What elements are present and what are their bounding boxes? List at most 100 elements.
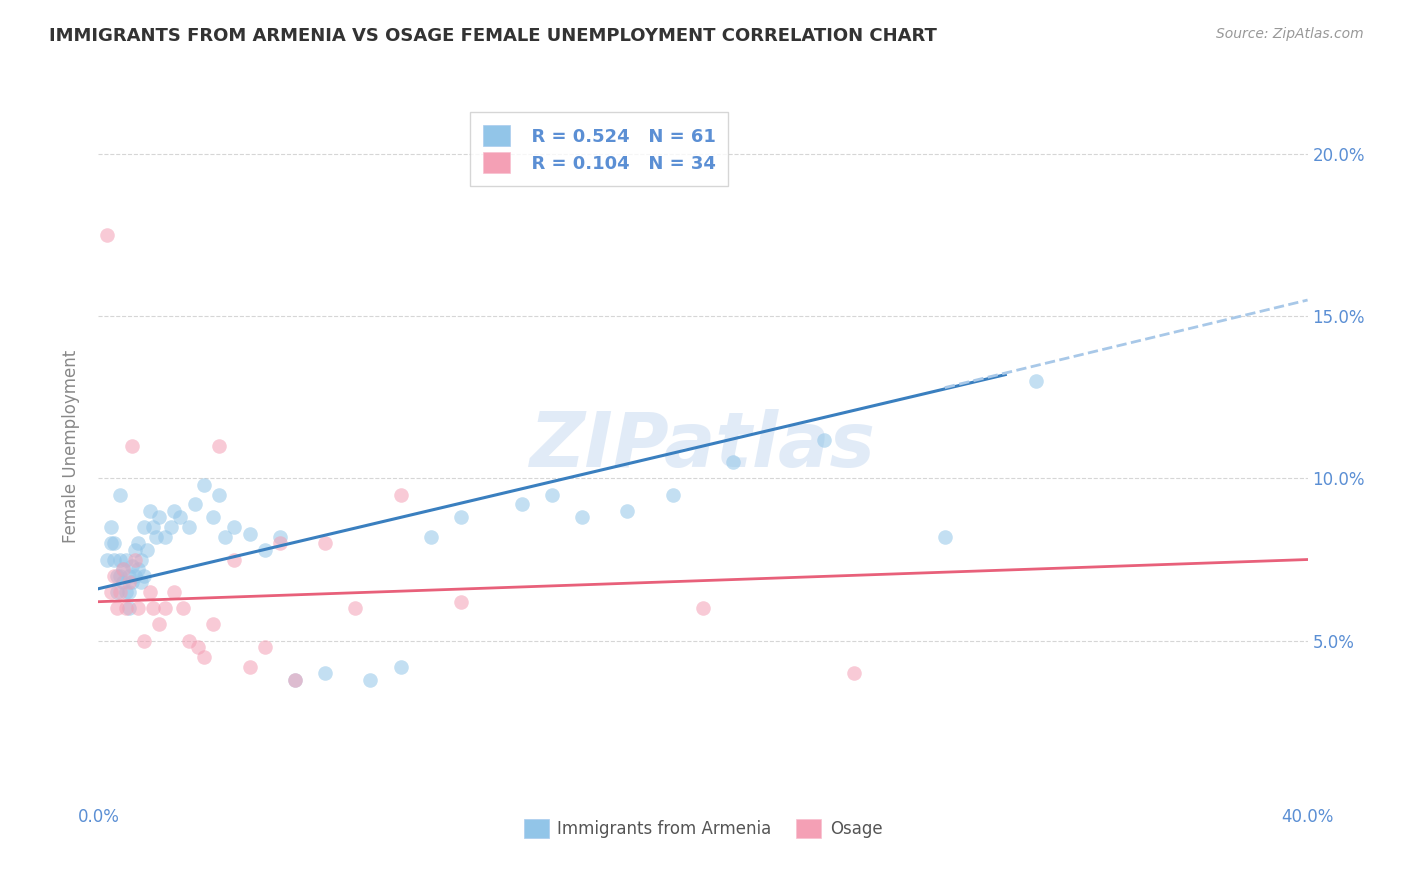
- Point: [723, 455, 745, 469]
- Point: [510, 497, 533, 511]
- Point: [105, 601, 128, 615]
- Point: [813, 433, 835, 447]
- Point: [118, 575, 141, 590]
- Point: [224, 552, 246, 566]
- Point: [121, 439, 143, 453]
- Point: [135, 542, 157, 557]
- Point: [148, 617, 170, 632]
- Point: [179, 633, 201, 648]
- Point: [187, 640, 209, 654]
- Point: [124, 542, 146, 557]
- Point: [103, 568, 125, 582]
- Point: [121, 559, 143, 574]
- Point: [153, 530, 176, 544]
- Point: [114, 585, 136, 599]
- Point: [132, 633, 155, 648]
- Point: [169, 510, 191, 524]
- Point: [284, 673, 307, 687]
- Point: [571, 510, 593, 524]
- Point: [269, 536, 291, 550]
- Point: [127, 536, 149, 550]
- Point: [253, 640, 276, 654]
- Point: [202, 617, 225, 632]
- Point: [314, 536, 336, 550]
- Point: [142, 601, 165, 615]
- Point: [105, 568, 128, 582]
- Point: [127, 562, 149, 576]
- Text: IMMIGRANTS FROM ARMENIA VS OSAGE FEMALE UNEMPLOYMENT CORRELATION CHART: IMMIGRANTS FROM ARMENIA VS OSAGE FEMALE …: [49, 27, 936, 45]
- Point: [420, 530, 443, 544]
- Text: Source: ZipAtlas.com: Source: ZipAtlas.com: [1216, 27, 1364, 41]
- Point: [114, 601, 136, 615]
- Text: ZIPatlas: ZIPatlas: [530, 409, 876, 483]
- Point: [108, 488, 131, 502]
- Point: [1024, 374, 1046, 388]
- Point: [360, 673, 382, 687]
- Point: [118, 585, 141, 599]
- Point: [389, 659, 412, 673]
- Point: [692, 601, 714, 615]
- Point: [111, 562, 134, 576]
- Point: [844, 666, 866, 681]
- Point: [129, 575, 152, 590]
- Y-axis label: Female Unemployment: Female Unemployment: [62, 350, 80, 542]
- Point: [114, 552, 136, 566]
- Point: [193, 478, 215, 492]
- Point: [172, 601, 194, 615]
- Point: [224, 520, 246, 534]
- Point: [148, 510, 170, 524]
- Point: [103, 536, 125, 550]
- Point: [184, 497, 207, 511]
- Point: [132, 568, 155, 582]
- Point: [450, 510, 472, 524]
- Point: [616, 504, 638, 518]
- Point: [108, 585, 131, 599]
- Point: [239, 659, 262, 673]
- Point: [389, 488, 412, 502]
- Point: [124, 568, 146, 582]
- Legend: Immigrants from Armenia, Osage: Immigrants from Armenia, Osage: [517, 812, 889, 845]
- Point: [239, 526, 262, 541]
- Point: [214, 530, 236, 544]
- Point: [142, 520, 165, 534]
- Point: [100, 536, 122, 550]
- Point: [96, 228, 118, 243]
- Point: [153, 601, 176, 615]
- Point: [540, 488, 562, 502]
- Point: [103, 552, 125, 566]
- Point: [118, 601, 141, 615]
- Point: [661, 488, 683, 502]
- Point: [145, 530, 167, 544]
- Point: [193, 649, 215, 664]
- Point: [108, 568, 131, 582]
- Point: [344, 601, 367, 615]
- Point: [118, 568, 141, 582]
- Point: [139, 504, 162, 518]
- Point: [121, 575, 143, 590]
- Point: [129, 552, 152, 566]
- Point: [450, 595, 472, 609]
- Point: [111, 575, 134, 590]
- Point: [208, 488, 231, 502]
- Point: [139, 585, 162, 599]
- Point: [202, 510, 225, 524]
- Point: [163, 504, 186, 518]
- Point: [269, 530, 291, 544]
- Point: [111, 562, 134, 576]
- Point: [127, 601, 149, 615]
- Point: [132, 520, 155, 534]
- Point: [284, 673, 307, 687]
- Point: [163, 585, 186, 599]
- Point: [100, 585, 122, 599]
- Point: [934, 530, 956, 544]
- Point: [105, 585, 128, 599]
- Point: [253, 542, 276, 557]
- Point: [160, 520, 183, 534]
- Point: [100, 520, 122, 534]
- Point: [314, 666, 336, 681]
- Point: [96, 552, 118, 566]
- Point: [108, 552, 131, 566]
- Point: [124, 552, 146, 566]
- Point: [179, 520, 201, 534]
- Point: [208, 439, 231, 453]
